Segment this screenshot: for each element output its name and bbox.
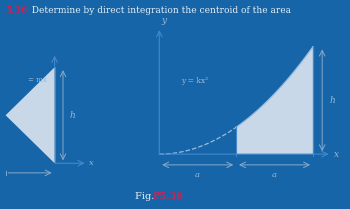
Text: h: h (70, 111, 76, 120)
Text: y = kx²: y = kx² (181, 77, 208, 85)
Text: y: y (161, 16, 166, 25)
Text: x: x (335, 150, 339, 159)
Text: Fig.: Fig. (135, 192, 157, 201)
Text: P5.36: P5.36 (152, 192, 183, 201)
Text: a: a (272, 171, 277, 179)
Polygon shape (236, 47, 313, 154)
Text: Determine by direct integration the centroid of the area: Determine by direct integration the cent… (26, 6, 291, 15)
Text: h: h (330, 96, 336, 105)
Text: a: a (195, 171, 200, 179)
Text: 5.36: 5.36 (5, 6, 28, 15)
Polygon shape (6, 67, 55, 163)
Text: x: x (89, 159, 94, 167)
Text: = mx: = mx (28, 76, 47, 84)
